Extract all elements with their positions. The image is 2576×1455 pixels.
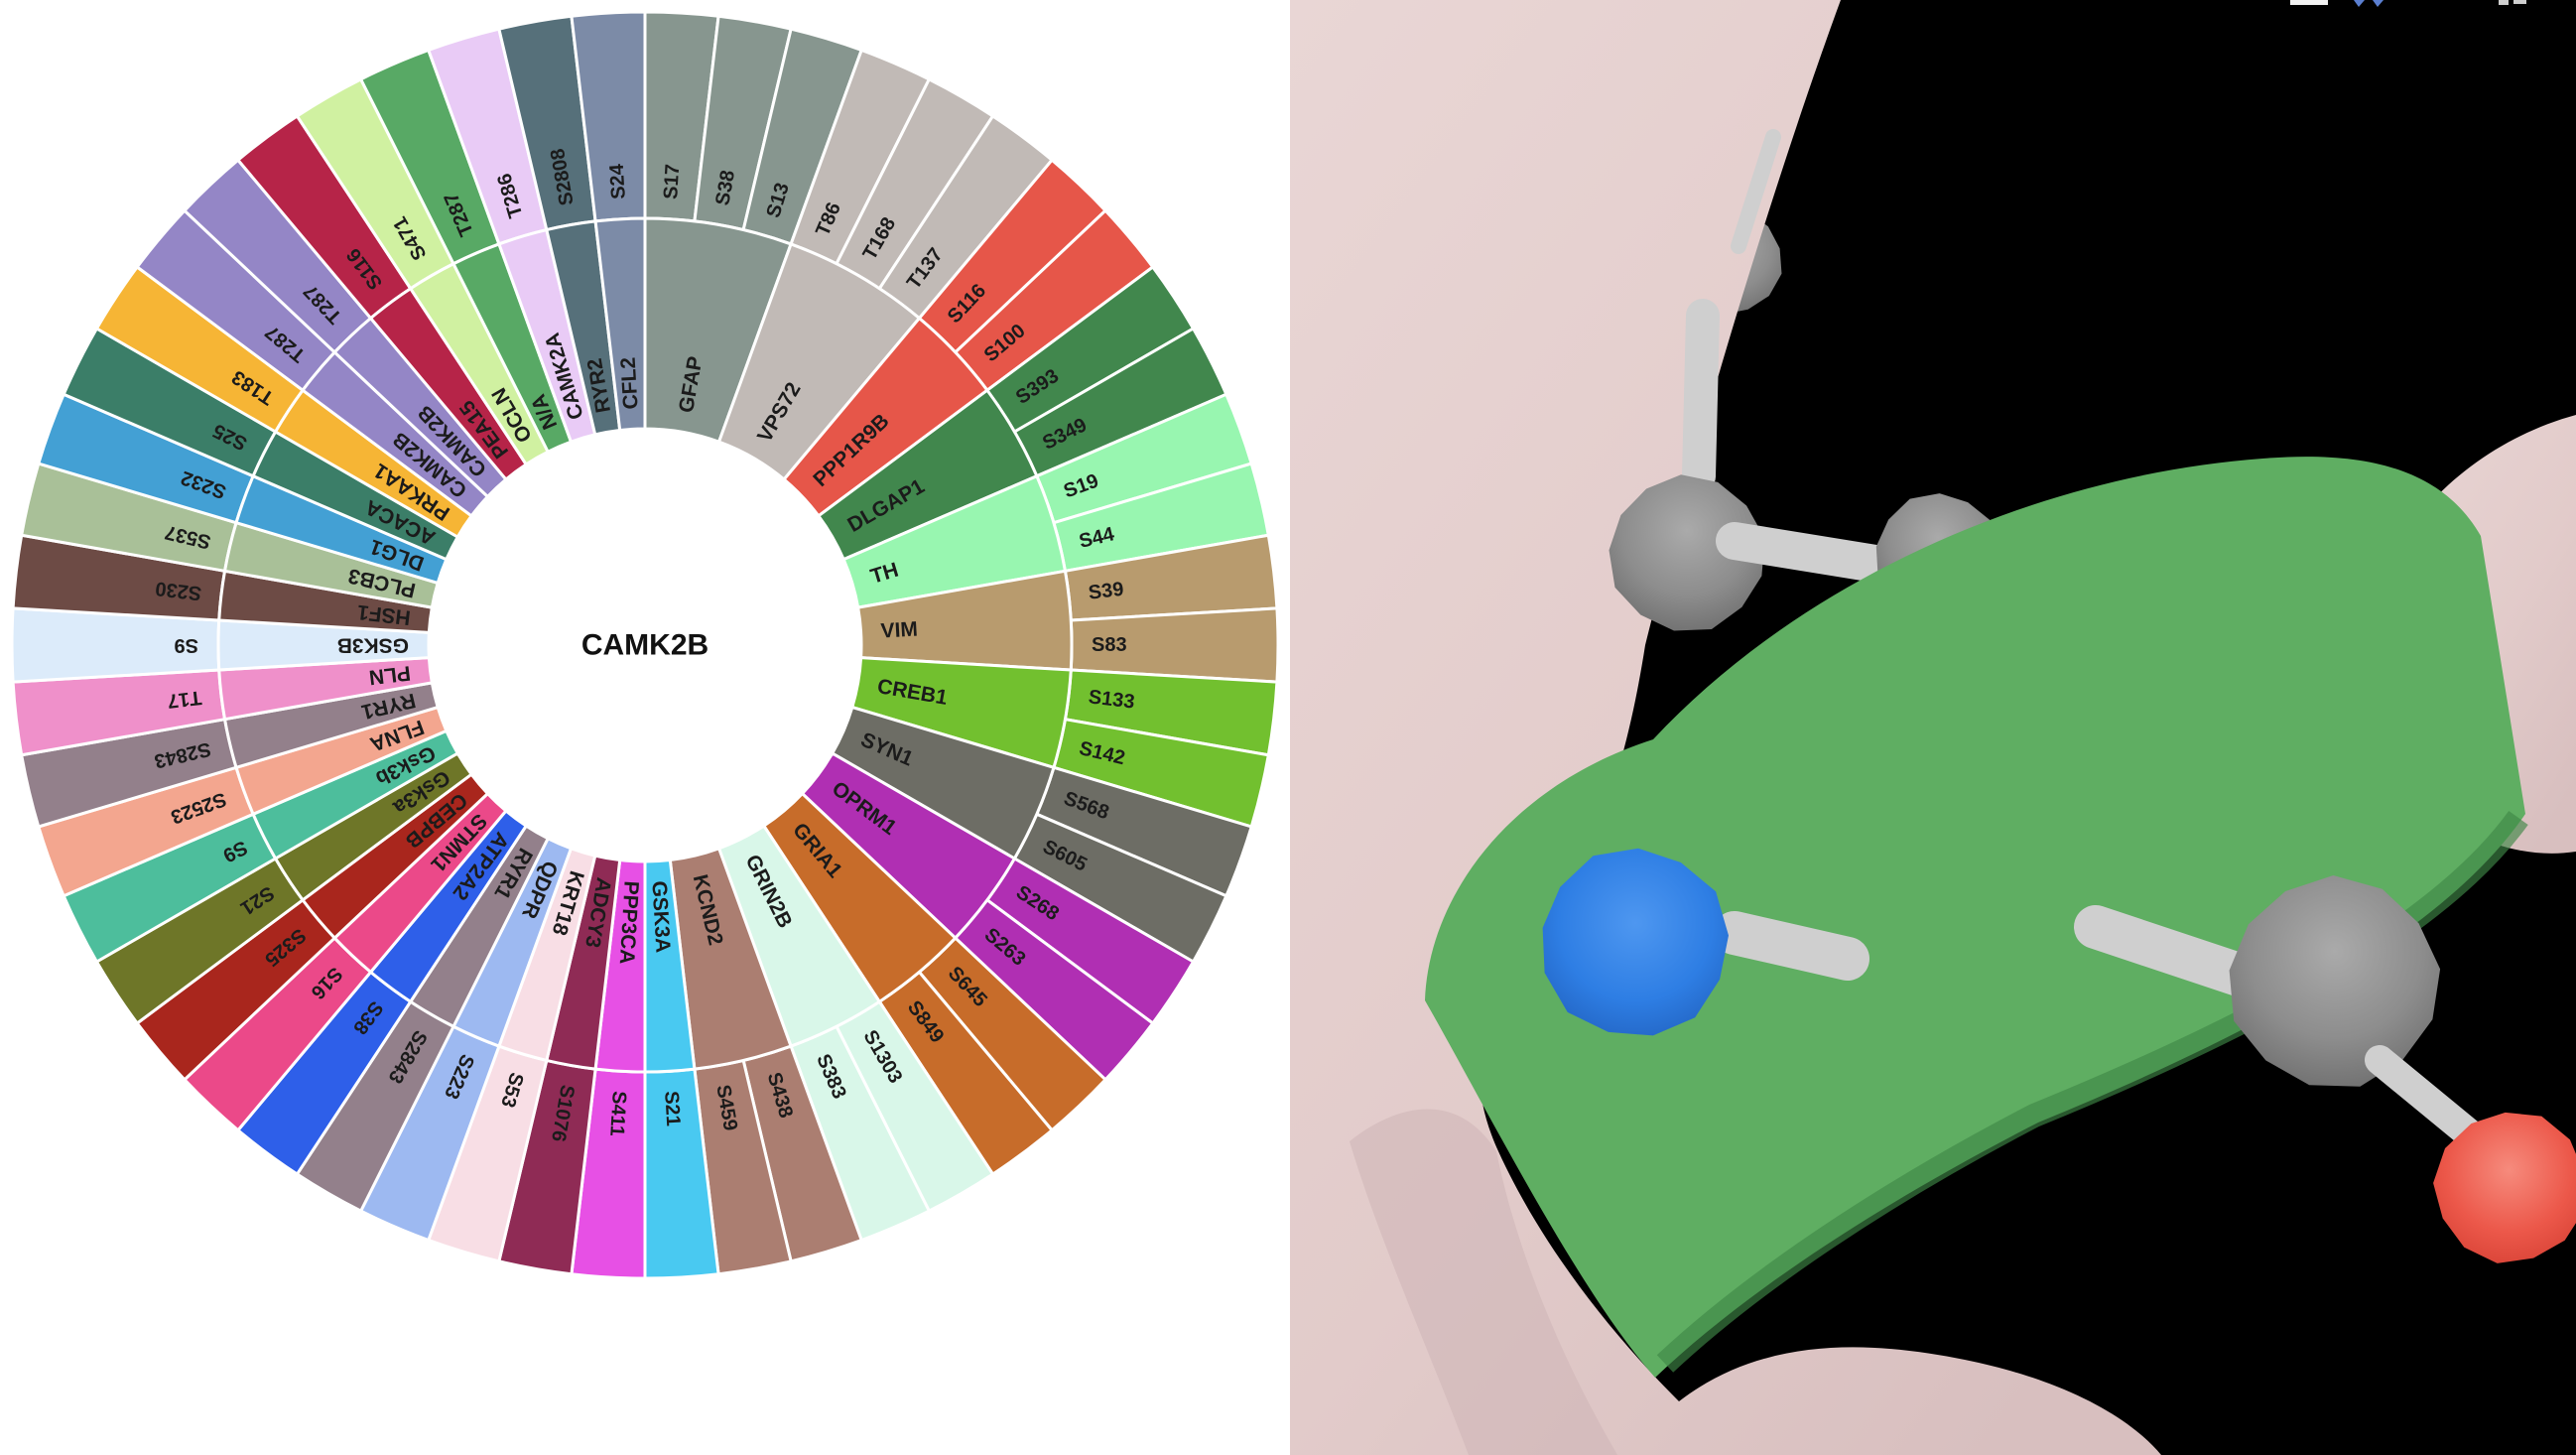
atom-bond bbox=[1731, 129, 1781, 254]
sunburst-site-label: S230 bbox=[154, 577, 202, 603]
sunburst-center-label: CAMK2B bbox=[581, 629, 708, 662]
sunburst-site-label: S411 bbox=[605, 1091, 630, 1137]
controls-toggle-icon[interactable] bbox=[2354, 0, 2365, 7]
sunburst-site-label: S17 bbox=[660, 164, 684, 200]
sunburst-site-label: S21 bbox=[660, 1091, 684, 1127]
sunburst-site-label: T17 bbox=[167, 686, 203, 712]
sunburst-gene-ring bbox=[216, 216, 1074, 1074]
settings-icon[interactable] bbox=[2373, 0, 2383, 7]
sunburst-site-label: S24 bbox=[606, 163, 630, 200]
atom-sphere-oxygen[interactable] bbox=[2433, 1112, 2576, 1263]
structure-viewer-canvas[interactable] bbox=[1290, 0, 2576, 1455]
sunburst-gene-label: PPP3CA bbox=[615, 880, 643, 965]
ribbon-green bbox=[1425, 457, 2525, 1378]
surface-blob-left bbox=[1290, 0, 2161, 1455]
ribbon-shade bbox=[1656, 810, 2528, 1373]
atom-bond bbox=[1713, 911, 1869, 981]
surface-shade-left bbox=[1350, 1109, 1617, 1455]
sunburst-gene-label: VIM bbox=[880, 618, 919, 643]
atom-group-front bbox=[1542, 848, 2576, 1263]
atom-sphere-carbon[interactable] bbox=[2229, 875, 2441, 1087]
atom-bond bbox=[1716, 522, 1894, 583]
sunburst-gene-label: PLN bbox=[368, 661, 412, 689]
sunburst-site-label: S83 bbox=[1092, 634, 1127, 656]
atom-bond bbox=[1682, 299, 1720, 493]
atom-sphere-carbon[interactable] bbox=[1609, 474, 1765, 631]
sunburst-site-label: S133 bbox=[1088, 686, 1136, 713]
sunburst-gene-sector-CFL2[interactable] bbox=[593, 216, 647, 433]
fullscreen-icon[interactable] bbox=[2513, 0, 2526, 4]
sunburst-panel: GFAP S17 S38 S13 VPS72 T86 T168 T137 PPP1R9B S116… bbox=[0, 0, 1290, 1455]
structure-viewer-panel[interactable] bbox=[1290, 0, 2576, 1455]
atom-sphere-nitrogen[interactable] bbox=[1542, 848, 1729, 1036]
atom-bond bbox=[2074, 905, 2272, 1000]
sunburst-site-label: S39 bbox=[1088, 579, 1125, 604]
sunburst-gene-label: GSK3B bbox=[337, 634, 409, 657]
sunburst-site-label: S9 bbox=[175, 634, 198, 656]
screenshot-icon[interactable] bbox=[2290, 0, 2328, 5]
expand-icon[interactable] bbox=[2499, 0, 2509, 5]
viewer-toolbar bbox=[2290, 0, 2526, 7]
sunburst-gene-label: CFL2 bbox=[617, 356, 643, 410]
sunburst-gene-label: GSK3A bbox=[647, 880, 674, 954]
